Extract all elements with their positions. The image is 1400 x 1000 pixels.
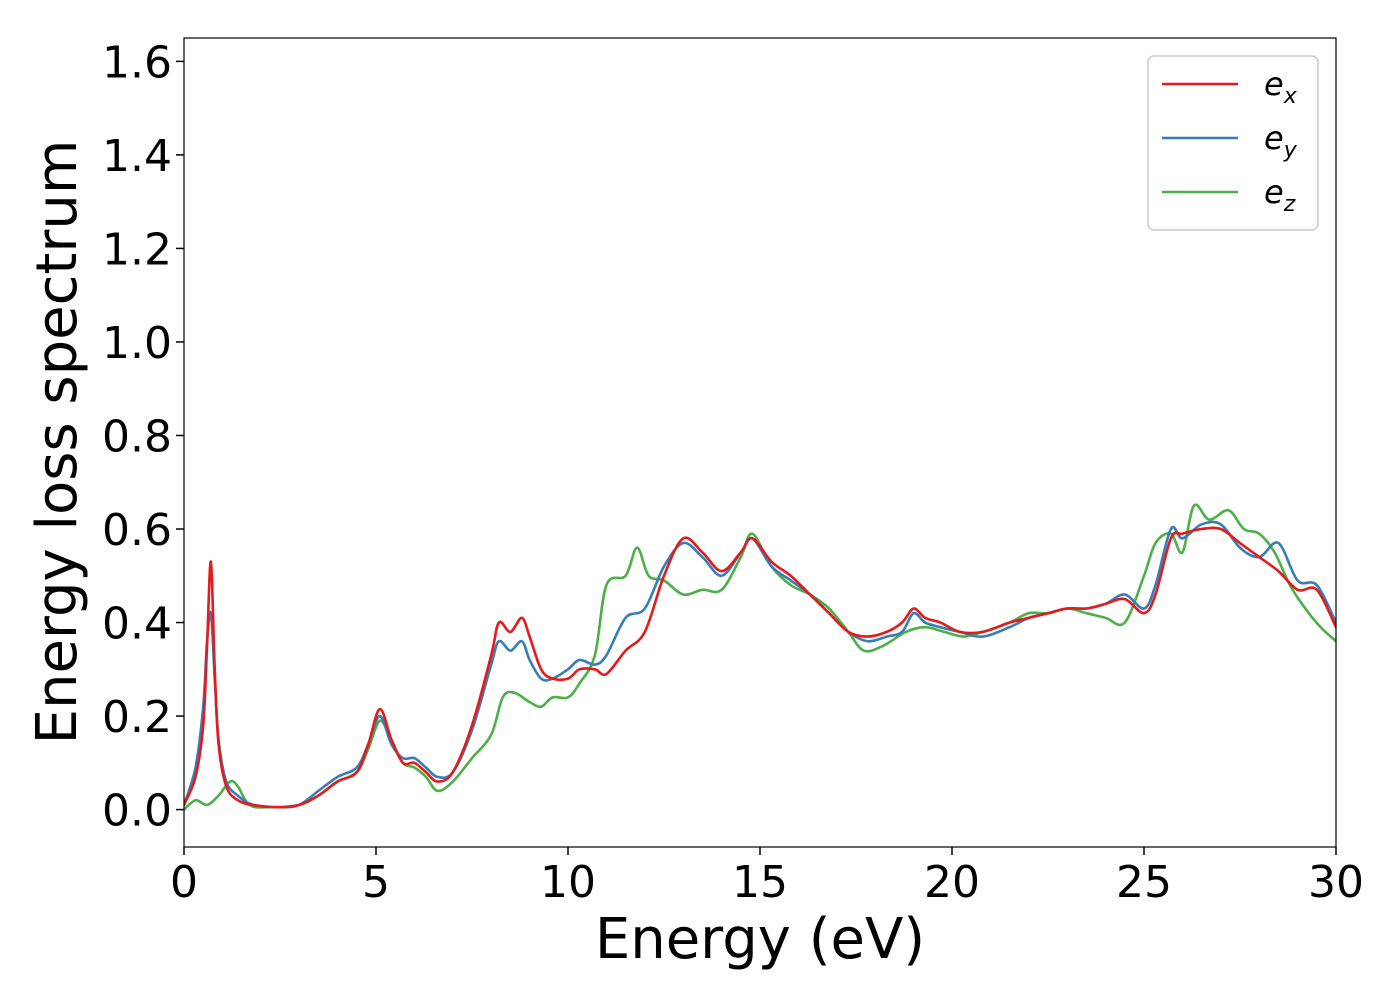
y-tick-label: 0.6 <box>102 505 172 556</box>
legend-label-subscript: y <box>1283 138 1298 163</box>
plot-background <box>184 38 1336 847</box>
x-tick-label: 5 <box>362 857 390 908</box>
x-tick-label: 10 <box>540 857 596 908</box>
series-line-z <box>184 503 1336 811</box>
y-tick-label: 0.0 <box>102 786 172 837</box>
x-tick-label: 0 <box>170 857 198 908</box>
legend-label-base: e <box>1264 65 1284 103</box>
y-tick-label: 0.4 <box>102 599 172 650</box>
legend-label-subscript: z <box>1283 192 1296 217</box>
x-axis-title: Energy (eV) <box>595 907 925 972</box>
legend-label-subscript: x <box>1283 84 1298 109</box>
y-tick-label: 0.8 <box>102 411 172 462</box>
x-tick-label: 15 <box>732 857 788 908</box>
legend-label-z: ez <box>1264 173 1296 217</box>
series-layer <box>184 503 1336 811</box>
x-tick-label: 25 <box>1116 857 1172 908</box>
legend-frame <box>1147 55 1319 231</box>
y-tick-label: 1.2 <box>102 224 172 275</box>
y-axis-title: Energy loss spectrum <box>25 140 90 745</box>
x-axis: 0 5 10 15 20 25 30 <box>170 847 1364 908</box>
y-tick-label: 1.0 <box>102 318 172 369</box>
y-tick-label: 0.2 <box>102 692 172 743</box>
legend-label-y: ey <box>1264 119 1298 163</box>
legend-label-base: e <box>1264 119 1284 157</box>
series-line-y <box>184 520 1336 809</box>
y-tick-label: 1.6 <box>102 37 172 88</box>
y-axis: 0.0 0.2 0.4 0.6 0.8 1.0 1.2 1.4 1.6 <box>102 37 184 837</box>
x-tick-label: 20 <box>924 857 980 908</box>
x-tick-label: 30 <box>1308 857 1364 908</box>
y-tick-label: 1.4 <box>102 131 172 182</box>
legend-label-x: ex <box>1264 65 1298 109</box>
series-line-x <box>184 526 1336 809</box>
legend-label-base: e <box>1264 173 1284 211</box>
